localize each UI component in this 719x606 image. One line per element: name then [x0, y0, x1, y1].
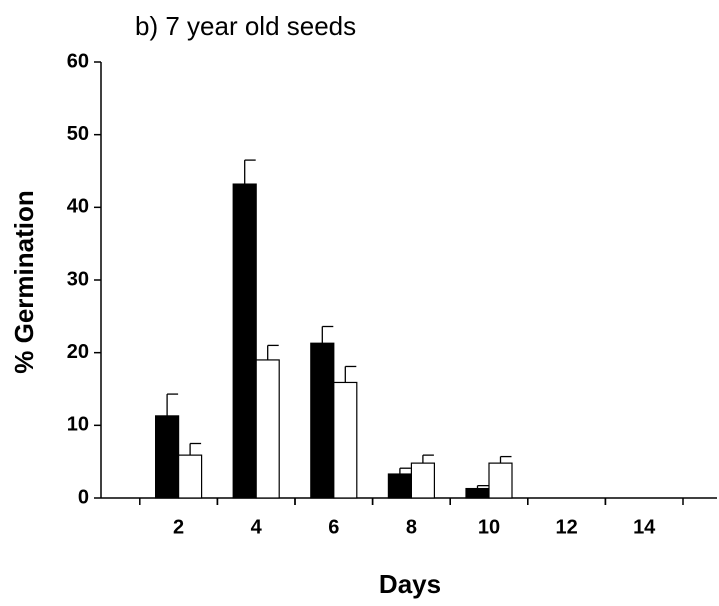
chart-title: b) 7 year old seeds	[135, 11, 356, 41]
bar	[410, 462, 435, 499]
y-tick-label: 30	[67, 268, 89, 290]
x-tick-label: 10	[478, 516, 500, 538]
bar	[310, 342, 335, 499]
bar	[255, 359, 280, 499]
x-axis-label: Days	[379, 569, 441, 599]
x-tick-label: 2	[173, 516, 184, 538]
y-tick-label: 20	[67, 341, 89, 363]
x-tick-label: 6	[328, 516, 339, 538]
bar	[232, 183, 257, 499]
bar	[465, 487, 490, 499]
y-axis-label: % Germination	[9, 190, 39, 373]
bar	[488, 462, 513, 499]
x-tick-label: 8	[406, 516, 417, 538]
y-tick-label: 0	[78, 486, 89, 508]
bar	[178, 454, 203, 499]
y-tick-label: 60	[67, 50, 89, 72]
bar	[333, 381, 358, 499]
x-tick-label: 4	[251, 516, 263, 538]
y-tick-label: 40	[67, 196, 89, 218]
x-tick-label: 14	[633, 516, 656, 538]
bar	[387, 473, 412, 499]
bar	[155, 415, 180, 499]
x-tick-label: 12	[555, 516, 577, 538]
y-tick-label: 50	[67, 123, 89, 145]
y-tick-label: 10	[67, 414, 89, 436]
